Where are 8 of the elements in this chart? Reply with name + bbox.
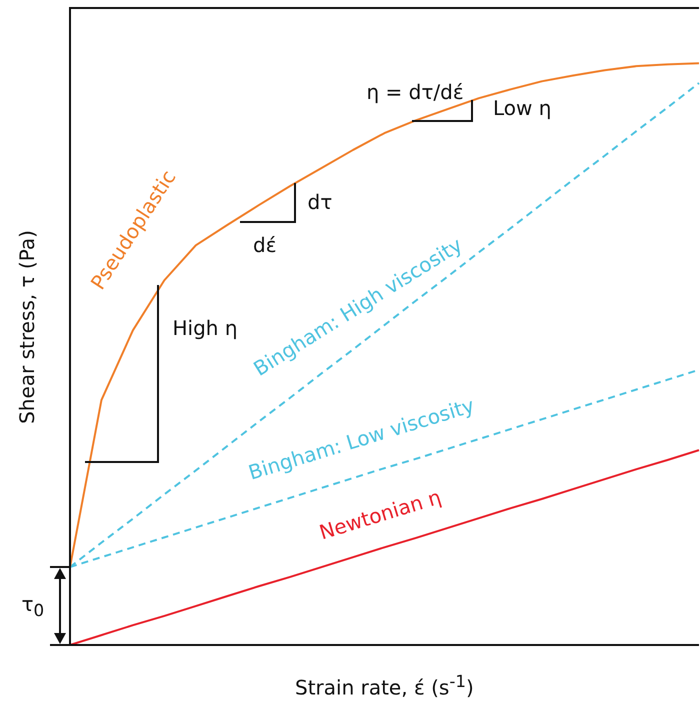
annotation: dτ bbox=[308, 190, 332, 214]
annotation: Low η bbox=[493, 96, 552, 120]
y-axis-title: Shear stress, τ (Pa) bbox=[14, 230, 39, 424]
annotation: dέ bbox=[253, 233, 277, 257]
text: τ$_{0}$ bbox=[22, 592, 44, 620]
annotation: η = dτ/dέ bbox=[366, 80, 464, 104]
x-axis-title: Strain rate, έ (s$^{-1}$) bbox=[295, 672, 474, 700]
annotation: High η bbox=[172, 316, 238, 340]
